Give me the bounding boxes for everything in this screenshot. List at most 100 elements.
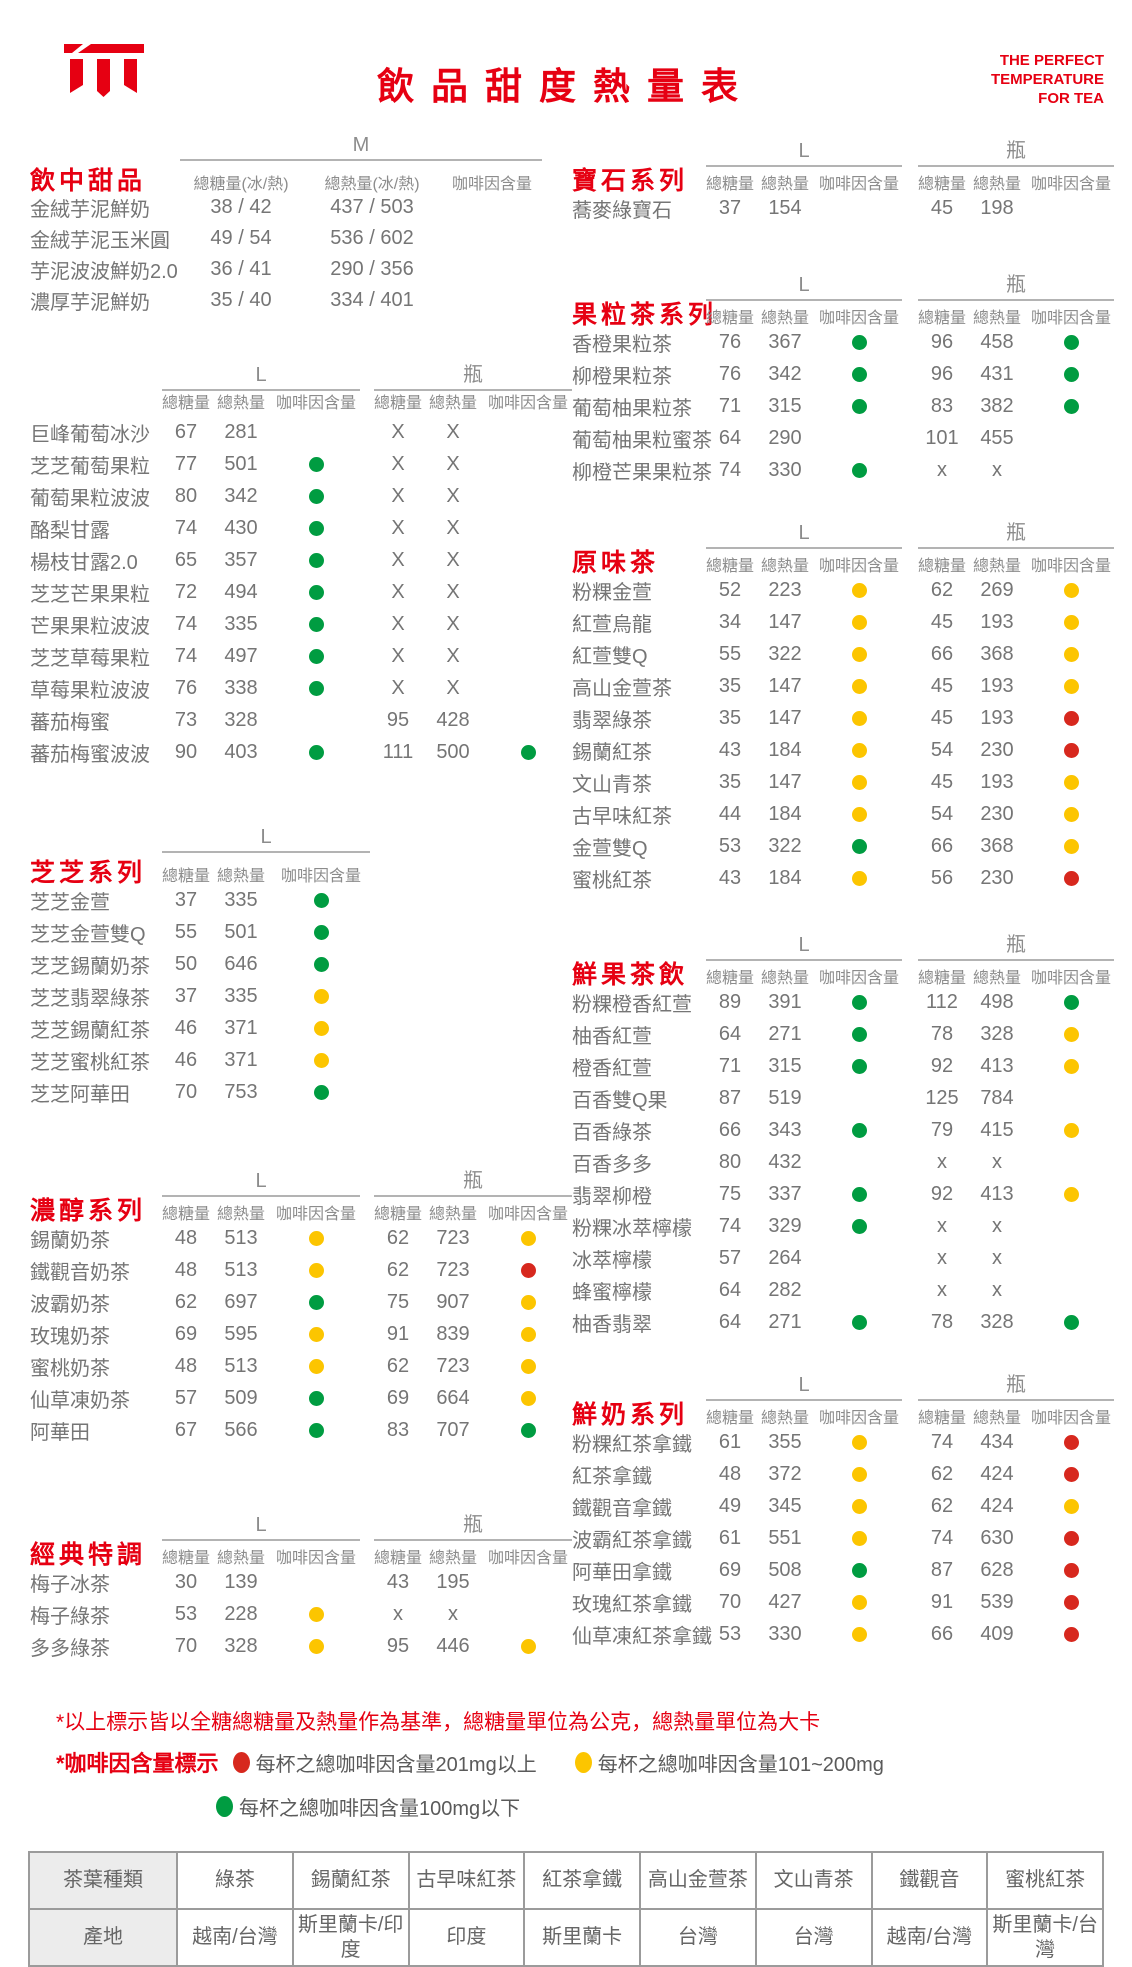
value-cell: 64 [718,1022,742,1045]
value-cell: 184 [768,802,802,825]
menu-item-row: 粉粿冰萃檸檬 74 329 x x [572,1210,1114,1242]
item-name: 錫蘭紅茶 [572,741,652,764]
caffeine-cell [272,1227,360,1250]
caffeine-yellow-dot [851,1434,867,1450]
caffeine-red-dot [1063,1530,1079,1546]
value-cell: 437 / 503 [330,196,414,218]
tea-type-row: 茶葉種類 綠茶 錫蘭紅茶 古早味紅茶 紅茶拿鐵 高山金萱茶 文山青茶 鐵觀音 蜜桃紅茶 [28,1851,1104,1910]
value-cell: 64 [718,426,742,449]
menu-item-row: 百香雙Q果 87 519 125 784 [572,1082,1114,1114]
caffeine-green-dot [308,584,324,600]
menu-item-row: 蜂蜜檸檬 64 282 x x [572,1274,1114,1306]
item-name: 梅子綠茶 [30,1605,110,1628]
column-label: 總熱量 [428,1550,477,1567]
caffeine-cell [816,707,902,730]
column-label: 總熱量 [972,1410,1021,1427]
item-name: 紅萱烏龍 [572,613,652,636]
caffeine-yellow-dot [520,1230,536,1246]
value-cell: 368 [980,834,1014,857]
value-cell: 707 [436,1418,470,1441]
column-label: 總糖量 [706,970,755,987]
caffeine-cell [816,675,902,698]
menu-item-row: 芝芝芒果果粒 72 494 X X [30,576,572,608]
legend-item: 每杯之總咖啡因含量101~200mg [574,1748,884,1777]
caffeine-yellow-dot [1063,1186,1079,1202]
value-cell: 355 [768,1430,802,1453]
value-cell: 382 [980,394,1014,417]
table-cell: 蜜桃紅茶 [986,1851,1104,1910]
value-cell: X [446,612,460,635]
value-cell: X [446,516,460,539]
caffeine-cell [272,1603,360,1626]
value-cell: 48 [718,1462,742,1485]
value-cell: 335 [224,612,258,635]
caffeine-green-dot [308,648,324,664]
section-title: 鮮奶系列 [572,1401,689,1429]
caffeine-yellow-dot [851,582,867,598]
menu-item-row: 芝芝蜜桃紅茶 46 371 [30,1044,572,1076]
caffeine-cell [1028,1119,1114,1142]
value-cell: 290 / 356 [330,258,414,280]
caffeine-cell [484,1323,572,1346]
value-cell: 328 [224,1634,258,1657]
caffeine-cell [816,1119,902,1142]
item-name: 蜜桃奶茶 [30,1357,110,1380]
caffeine-cell [816,835,902,858]
value-cell: 74 [718,458,742,481]
value-cell: 53 [718,834,742,857]
value-cell: 71 [718,1054,742,1077]
value-cell: 48 [174,1354,198,1377]
value-cell: X [446,420,460,443]
menu-item-row: 楊枝甘露2.0 65 357 X X [30,544,572,576]
value-cell: 66 [930,642,954,665]
value-cell: 48 [174,1258,198,1281]
caffeine-cell [272,1017,370,1040]
caffeine-red-dot [1063,1434,1079,1450]
caffeine-yellow-dot [1063,838,1079,854]
item-name: 香橙果粒茶 [572,333,672,356]
value-cell: 74 [174,644,198,667]
size-label: L [706,274,902,301]
value-cell: 74 [930,1430,954,1453]
value-cell: 513 [224,1258,258,1281]
size-label: L [162,826,370,853]
brand-tagline: THE PERFECT TEMPERATURE FOR TEA [991,52,1104,108]
column-label: 咖啡因含量 [487,1206,568,1223]
caffeine-cell [1028,1183,1114,1206]
caffeine-cell [272,517,360,540]
value-cell: 328 [980,1310,1014,1333]
value-cell: 80 [174,484,198,507]
column-label: 總熱量 [760,1410,809,1427]
caffeine-legend-row: *咖啡因含量標示 每杯之總咖啡因含量201mg以上 每杯之總咖啡因含量101~20… [56,1746,1132,1778]
value-cell: 434 [980,1430,1014,1453]
value-cell: 80 [718,1150,742,1173]
menu-item-row: 阿華田 67 566 83 707 [30,1414,572,1446]
caffeine-green-dot [308,456,324,472]
value-cell: 79 [930,1118,954,1141]
value-cell: 409 [980,1622,1014,1645]
menu-item-row: 蕃茄梅蜜波波 90 403 111 500 [30,736,572,768]
caffeine-yellow-dot [851,646,867,662]
value-cell: 446 [436,1634,470,1657]
column-label: 總熱量 [972,558,1021,575]
caffeine-cell [272,1291,360,1314]
menu-item-row: 翡翠柳橙 75 337 92 413 [572,1178,1114,1210]
value-cell: 371 [224,1048,258,1071]
caffeine-cell [816,1183,902,1206]
table-cell: 紅茶拿鐵 [523,1851,641,1910]
menu-item-row: 芝芝翡翠綠茶 37 335 [30,980,572,1012]
column-label: 總熱量 [972,970,1021,987]
value-cell: 61 [718,1526,742,1549]
value-cell: x [937,1246,947,1269]
value-cell: 49 [718,1494,742,1517]
value-cell: 315 [768,394,802,417]
value-cell: 66 [930,834,954,857]
value-cell: 74 [174,612,198,635]
value-cell: 501 [224,452,258,475]
value-cell: 74 [174,516,198,539]
caffeine-green-dot [851,1314,867,1330]
caffeine-green-dot [851,366,867,382]
legend-green-dot [216,1796,233,1817]
item-name: 阿華田拿鐵 [572,1561,672,1584]
table-cell: 斯里蘭卡 [523,1908,641,1967]
